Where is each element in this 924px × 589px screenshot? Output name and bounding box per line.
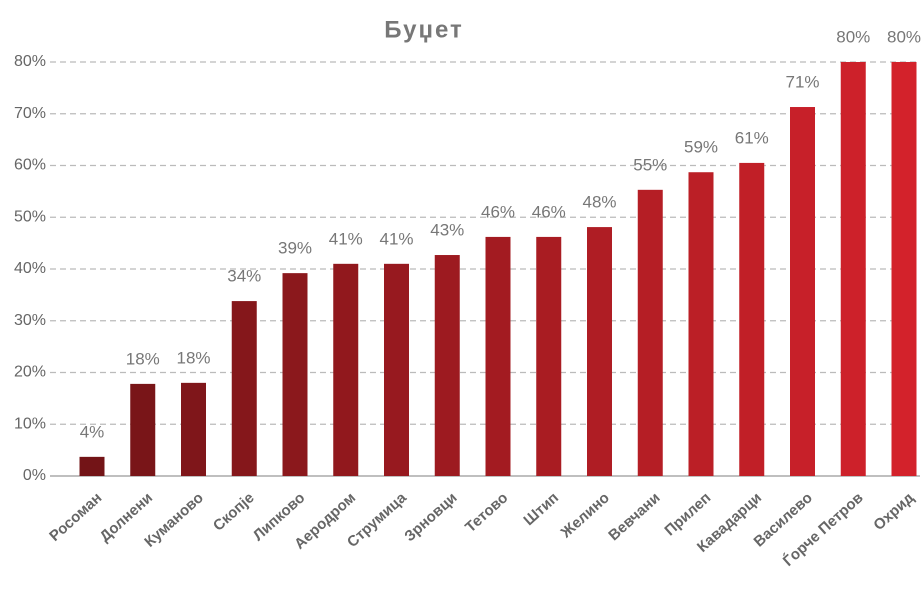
- bar: [688, 172, 714, 477]
- x-tick-label: Штип: [520, 489, 562, 529]
- value-label: 4%: [80, 422, 105, 441]
- value-label: 80%: [887, 27, 921, 46]
- value-label: 18%: [126, 349, 160, 368]
- bar: [587, 227, 612, 476]
- value-label: 46%: [481, 202, 515, 221]
- bar: [790, 107, 815, 477]
- chart-title: Буџет: [384, 16, 464, 43]
- bar: [840, 62, 866, 476]
- bar: [282, 273, 308, 476]
- value-label: 43%: [430, 221, 464, 240]
- value-label: 48%: [582, 193, 616, 212]
- x-tick-label: Охрид: [870, 489, 917, 534]
- value-label: 39%: [278, 239, 312, 258]
- bar: [181, 382, 206, 476]
- y-tick-label: 20%: [14, 364, 46, 381]
- value-label: 41%: [379, 229, 413, 248]
- y-tick-label: 30%: [14, 312, 46, 329]
- bar: [739, 162, 765, 476]
- bar: [891, 62, 917, 476]
- y-tick-label: 10%: [14, 415, 46, 432]
- value-label: 71%: [785, 73, 819, 92]
- x-tick-label: Тетово: [462, 489, 511, 536]
- y-tick-label: 80%: [14, 53, 46, 70]
- value-label: 34%: [227, 267, 261, 286]
- x-tick-label: Желино: [557, 489, 613, 542]
- y-tick-label: 70%: [14, 105, 46, 122]
- x-tick-label: Вевчани: [605, 489, 663, 544]
- bar: [637, 189, 663, 476]
- x-tick-label: Росоман: [46, 489, 105, 545]
- bar: [434, 255, 460, 476]
- value-label: 59%: [684, 138, 718, 157]
- value-label: 80%: [836, 27, 870, 46]
- value-label: 41%: [329, 229, 363, 248]
- value-label: 46%: [532, 202, 566, 221]
- y-tick-label: 60%: [14, 157, 46, 174]
- bar: [79, 456, 105, 476]
- y-tick-label: 0%: [23, 467, 46, 484]
- bar: [485, 236, 511, 476]
- bar: [536, 236, 562, 476]
- x-tick-label: Зрновци: [401, 489, 460, 545]
- bar: [130, 383, 156, 476]
- bar: [384, 263, 409, 476]
- bar: [231, 301, 257, 476]
- value-label: 18%: [176, 348, 210, 367]
- value-label: 61%: [735, 128, 769, 147]
- value-label: 55%: [633, 155, 667, 174]
- y-tick-label: 50%: [14, 208, 46, 225]
- x-tick-label: Скопје: [210, 489, 258, 534]
- bar: [333, 263, 359, 476]
- y-tick-label: 40%: [14, 260, 46, 277]
